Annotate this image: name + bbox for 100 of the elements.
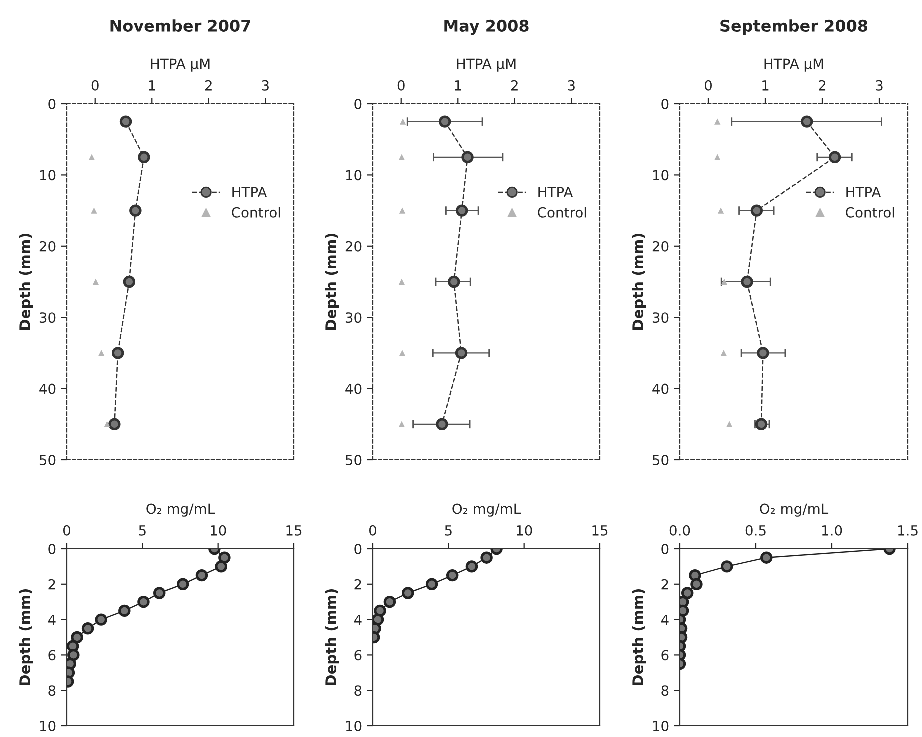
point [462,151,474,164]
point [801,116,814,128]
y-tick-label: 40 [652,384,669,394]
point [82,622,94,635]
x-tick-label: 5 [445,526,452,536]
y-tick-label: 40 [40,384,56,394]
point [88,154,96,161]
y-axis-title: Depth (mm) [19,234,34,330]
legend-label: Control [232,207,280,218]
x-tick-label: 0 [92,80,99,91]
x-tick-label: 15 [286,526,302,536]
point [138,151,150,164]
x-tick-label: 2 [205,80,212,91]
point [399,350,406,356]
x-axis-title: HTPA μM [764,58,824,72]
point [176,578,190,591]
x-tick-label: 0 [704,80,712,91]
point [455,347,468,360]
y-tick-label: 20 [40,241,56,252]
y-axis-title: Depth (mm) [325,589,340,686]
y-tick-label: 10 [346,170,362,181]
legend-label: HTPA [538,187,574,198]
y-tick-label: 6 [48,650,56,661]
y-tick-label: 20 [652,241,669,252]
x-tick-label: 1 [762,80,769,91]
y-tick-label: 30 [346,312,362,324]
point [446,569,459,582]
y-tick-label: 0 [662,544,669,554]
point [757,347,770,360]
point [741,276,754,288]
x-tick-label: 1.5 [898,526,918,536]
point [118,604,131,618]
point [448,276,460,288]
x-tick-label: 0.0 [670,525,690,536]
y-tick-label: 2 [48,579,56,590]
point [480,552,493,564]
chart-title: November 2007 [110,20,250,32]
point [750,204,764,217]
y-axis-title: Depth (mm) [632,589,646,686]
point [721,278,728,286]
x-tick-label: 1 [455,80,462,91]
y-tick-label: 10 [653,720,669,732]
point [138,596,150,608]
point [466,560,478,573]
x-tick-label: 10 [211,525,226,536]
y-tick-label: 0 [354,544,362,554]
y-tick-label: 4 [354,614,362,626]
y-tick-label: 30 [652,312,669,324]
point [402,587,414,600]
y-tick-label: 6 [354,650,362,661]
point [714,154,721,161]
y-tick-label: 6 [662,650,669,661]
y-tick-label: 10 [40,720,56,732]
legend-label: HTPA [846,187,882,198]
point [92,278,100,286]
y-axis-title: Depth (mm) [325,234,340,330]
y-tick-label: 50 [346,454,362,466]
y-tick-label: 2 [662,579,668,590]
y-tick-label: 4 [661,614,669,626]
point [95,614,108,626]
point [384,596,396,608]
y-tick-label: 50 [40,454,56,466]
point [718,208,724,214]
x-tick-label: 0 [63,525,70,536]
point [438,116,452,128]
y-tick-label: 10 [653,170,669,181]
y-tick-label: 10 [346,720,362,732]
x-tick-label: 2 [511,80,518,91]
point [91,208,98,214]
point [112,347,124,360]
point [215,560,228,573]
y-tick-label: 0 [662,98,669,110]
point [218,552,231,564]
y-tick-label: 40 [346,384,362,394]
y-tick-label: 20 [346,241,362,252]
point [400,118,406,125]
x-tick-label: 5 [139,526,146,536]
x-tick-label: 3 [568,80,575,91]
point [399,208,406,214]
point [123,276,136,288]
legend-label: Control [538,207,586,218]
x-tick-label: 10 [517,525,532,536]
x-tick-label: 2 [819,80,826,91]
point [108,418,121,431]
x-tick-label: 1.0 [822,525,842,536]
x-tick-label: 1 [149,80,156,91]
y-tick-label: 2 [354,579,362,590]
point [104,421,110,428]
point [436,418,448,431]
x-tick-label: 0 [369,525,376,536]
point [71,631,84,644]
y-tick-label: 0 [48,544,56,554]
y-tick-label: 8 [354,686,362,696]
chart-title: September 2008 [720,20,868,36]
x-axis-title: HTPA μM [151,58,210,72]
x-axis-title: O₂ mg/mL [146,504,216,517]
x-axis-title: O₂ mg/mL [452,504,522,517]
point [154,587,166,600]
point [398,154,406,161]
point [398,278,406,286]
